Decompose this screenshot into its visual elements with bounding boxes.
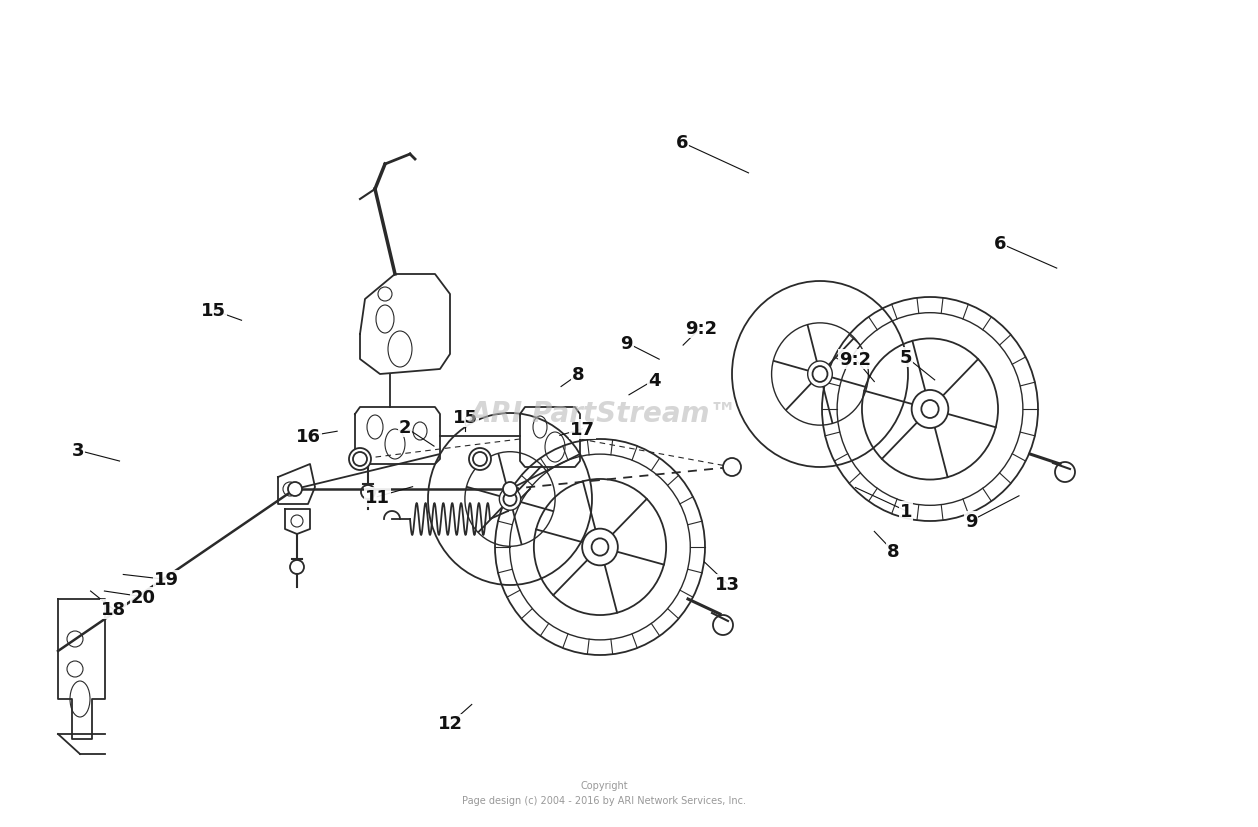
Text: 9:2: 9:2 bbox=[684, 319, 717, 337]
Text: 12: 12 bbox=[438, 715, 463, 733]
Text: 1: 1 bbox=[899, 502, 912, 520]
Text: 6: 6 bbox=[994, 235, 1006, 253]
Ellipse shape bbox=[591, 538, 609, 556]
Ellipse shape bbox=[808, 361, 833, 388]
Ellipse shape bbox=[353, 452, 367, 466]
Text: 4: 4 bbox=[648, 371, 660, 390]
Text: 15: 15 bbox=[201, 302, 226, 320]
Ellipse shape bbox=[723, 458, 741, 476]
Text: 5: 5 bbox=[899, 348, 912, 366]
Text: Copyright
Page design (c) 2004 - 2016 by ARI Network Services, Inc.: Copyright Page design (c) 2004 - 2016 by… bbox=[462, 780, 746, 805]
Ellipse shape bbox=[348, 448, 371, 471]
Text: 9: 9 bbox=[965, 512, 977, 530]
Ellipse shape bbox=[503, 482, 517, 496]
Ellipse shape bbox=[921, 400, 938, 418]
Text: 8: 8 bbox=[572, 366, 585, 384]
Text: 16: 16 bbox=[296, 428, 321, 446]
Text: 13: 13 bbox=[715, 575, 740, 593]
Text: 9: 9 bbox=[620, 334, 633, 352]
Text: 20: 20 bbox=[131, 588, 156, 606]
Ellipse shape bbox=[288, 482, 302, 496]
Text: 11: 11 bbox=[365, 488, 390, 506]
Text: 8: 8 bbox=[887, 543, 899, 561]
Ellipse shape bbox=[503, 493, 517, 506]
Text: ARI PartStream™: ARI PartStream™ bbox=[469, 399, 738, 428]
Ellipse shape bbox=[469, 448, 491, 471]
Text: 15: 15 bbox=[453, 409, 478, 427]
Text: 6: 6 bbox=[676, 134, 688, 152]
Text: 3: 3 bbox=[72, 442, 84, 460]
Text: 18: 18 bbox=[101, 600, 126, 619]
Ellipse shape bbox=[499, 488, 521, 510]
Ellipse shape bbox=[813, 366, 828, 382]
Text: 9:2: 9:2 bbox=[839, 351, 872, 369]
Text: 17: 17 bbox=[570, 420, 595, 438]
Text: 19: 19 bbox=[153, 571, 179, 589]
Text: 2: 2 bbox=[399, 418, 411, 437]
